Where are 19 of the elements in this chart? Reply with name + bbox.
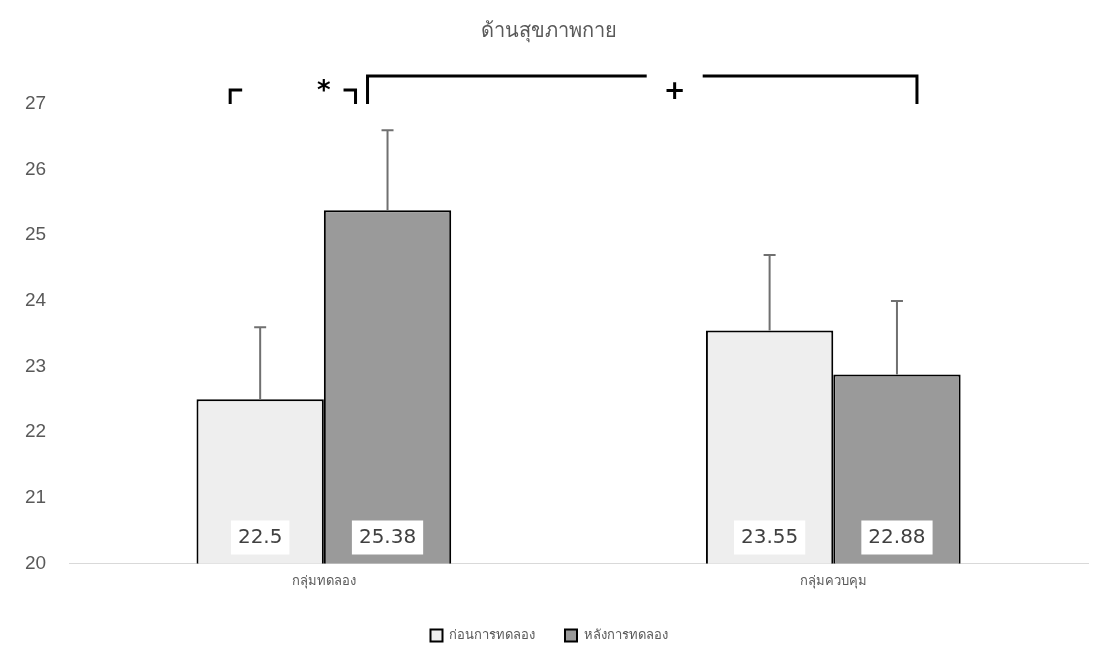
- annotation: *: [317, 74, 332, 105]
- data-label: 22.5: [237, 523, 283, 548]
- y-tick-label: 24: [24, 289, 47, 311]
- y-tick-label: 22: [24, 420, 47, 442]
- data-label: 23.55: [740, 523, 799, 548]
- y-tick-label: 26: [24, 157, 47, 179]
- legend-label: ก่อนการทดลอง: [449, 627, 535, 643]
- y-tick-label: 21: [24, 486, 47, 508]
- y-tick-label: 25: [24, 223, 47, 245]
- x-tick-label: กลุ่มควบคุม: [799, 572, 867, 589]
- data-label: 22.88: [868, 523, 926, 548]
- y-tick-label: 27: [24, 92, 47, 114]
- x-tick-label: กลุ่มทดลอง: [291, 572, 356, 589]
- y-tick-label: 20: [24, 551, 47, 573]
- chart-title: ด้านสุขภาพกาย: [481, 18, 617, 44]
- y-tick-label: 23: [24, 354, 47, 376]
- annotation: +: [663, 74, 686, 105]
- legend-label: หลังการทดลอง: [583, 627, 668, 643]
- data-label: 25.38: [358, 523, 417, 548]
